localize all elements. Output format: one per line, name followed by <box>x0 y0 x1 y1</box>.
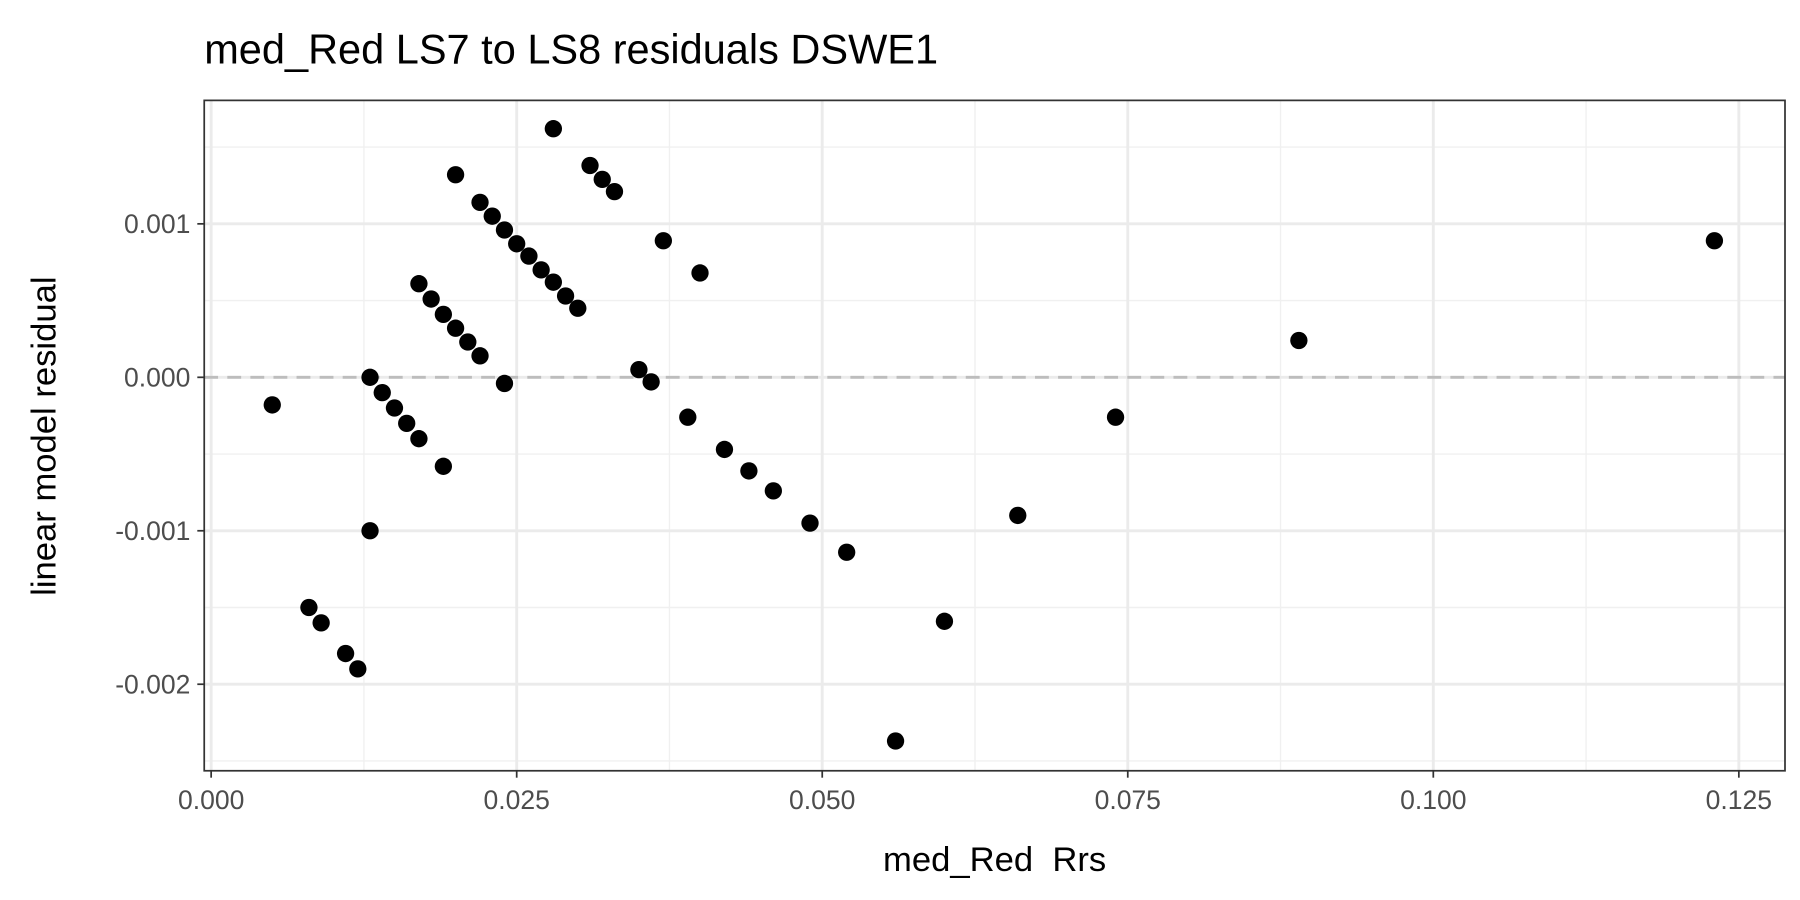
data-point <box>886 732 905 750</box>
data-point <box>630 360 648 379</box>
x-tick-label: 0.050 <box>789 785 855 815</box>
y-tick-label: -0.001 <box>115 516 190 546</box>
data-point <box>434 305 453 324</box>
y-tick-label: 0.000 <box>124 363 190 393</box>
y-axis-label: linear model residual <box>25 276 63 595</box>
x-axis: 0.000 0.025 0.050 0.075 0.100 0.125 <box>178 770 1772 815</box>
data-point <box>410 275 428 293</box>
data-point <box>373 384 391 402</box>
data-points <box>263 120 1724 750</box>
data-point <box>1705 232 1724 250</box>
data-point <box>434 457 453 475</box>
data-point <box>312 614 330 632</box>
data-point <box>801 514 819 532</box>
chart-title: med_Red LS7 to LS8 residuals DSWE1 <box>204 25 938 72</box>
data-point <box>1290 331 1308 350</box>
data-point <box>544 120 563 138</box>
data-point <box>300 598 318 617</box>
data-point <box>593 170 611 188</box>
x-tick-label: 0.000 <box>178 785 244 815</box>
data-point <box>1106 408 1125 426</box>
data-point <box>654 232 673 250</box>
data-point <box>691 264 709 282</box>
data-point <box>1009 506 1027 525</box>
data-point <box>605 182 624 201</box>
data-point <box>471 347 489 365</box>
data-point <box>495 374 514 393</box>
data-point <box>679 408 697 426</box>
data-point <box>495 221 514 239</box>
data-point <box>385 399 404 417</box>
data-point <box>361 522 379 540</box>
x-tick-label: 0.075 <box>1095 785 1161 815</box>
data-point <box>740 462 758 480</box>
data-point <box>544 273 563 291</box>
y-tick-label: 0.001 <box>124 209 190 239</box>
data-point <box>715 440 734 459</box>
panel-border <box>203 99 1786 772</box>
data-point <box>459 333 477 351</box>
x-tick-label: 0.025 <box>484 785 550 815</box>
data-point <box>446 166 465 184</box>
data-point <box>263 396 281 414</box>
data-point <box>410 430 428 448</box>
data-point <box>581 156 599 175</box>
data-point <box>398 414 416 432</box>
data-point <box>838 543 856 561</box>
data-point <box>471 193 489 212</box>
data-point <box>336 644 355 663</box>
data-point <box>532 261 550 279</box>
data-point <box>520 247 538 265</box>
data-point <box>422 290 440 308</box>
x-tick-label: 0.100 <box>1400 785 1466 815</box>
x-tick-label: 0.125 <box>1706 785 1772 815</box>
data-point <box>361 368 379 386</box>
data-point <box>349 660 367 678</box>
data-point <box>935 612 954 630</box>
data-point <box>764 482 782 500</box>
data-point <box>642 373 660 391</box>
x-axis-label: med_Red Rrs <box>883 841 1106 879</box>
data-point <box>556 287 575 305</box>
y-tick-label: -0.002 <box>115 669 190 699</box>
y-axis: -0.002 -0.001 0.000 0.001 <box>115 209 205 699</box>
data-point <box>508 235 526 253</box>
data-point <box>569 299 587 317</box>
plot-panel <box>204 100 1786 771</box>
data-point <box>483 207 501 225</box>
data-point <box>446 319 465 337</box>
